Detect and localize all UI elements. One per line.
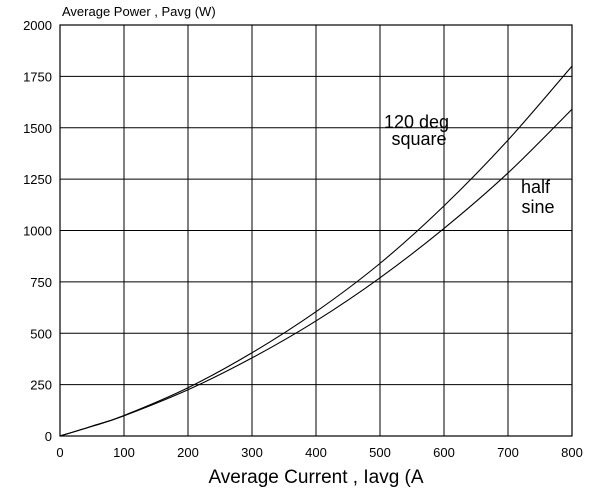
annotation-half-sine-line1: half	[521, 177, 551, 197]
y-tick-label-1250: 1250	[23, 172, 52, 187]
x-tick-label-100: 100	[113, 445, 135, 460]
grid	[59, 24, 573, 437]
x-axis-label: Average Current , Iavg (A	[208, 467, 423, 488]
x-tick-label-800: 800	[561, 445, 583, 460]
x-tick-label-700: 700	[497, 445, 519, 460]
y-tick-label-0: 0	[45, 429, 52, 444]
y-tick-label-1000: 1000	[23, 224, 52, 239]
y-tick-label-1750: 1750	[23, 69, 52, 84]
annotation-120-deg-line2: square	[391, 129, 446, 149]
y-tick-label-750: 750	[30, 275, 52, 290]
x-tick-labels: 0 100 200 300 400 500 600 700 800	[56, 445, 582, 460]
y-tick-label-1500: 1500	[23, 121, 52, 136]
annotation-half-sine: half sine	[521, 177, 555, 217]
x-tick-label-0: 0	[56, 445, 63, 460]
annotation-120-deg-line1: 120 deg	[384, 112, 449, 132]
y-tick-label-2000: 2000	[23, 18, 52, 33]
series	[59, 65, 573, 437]
x-tick-label-400: 400	[305, 445, 327, 460]
plot-frame	[59, 24, 573, 437]
series-line-half-sine	[59, 108, 573, 437]
y-axis-label: Average Power , Pavg (W)	[62, 4, 216, 19]
x-tick-label-200: 200	[177, 445, 199, 460]
x-tick-label-500: 500	[369, 445, 391, 460]
y-tick-label-250: 250	[30, 378, 52, 393]
annotation-120-deg-square: 120 deg square	[384, 112, 454, 149]
x-tick-label-300: 300	[241, 445, 263, 460]
x-tick-label-600: 600	[433, 445, 455, 460]
y-tick-label-500: 500	[30, 326, 52, 341]
annotation-half-sine-line2: sine	[521, 197, 554, 217]
y-tick-labels: 0 250 500 750 1000 1250 1500 1750 2000	[23, 18, 52, 444]
